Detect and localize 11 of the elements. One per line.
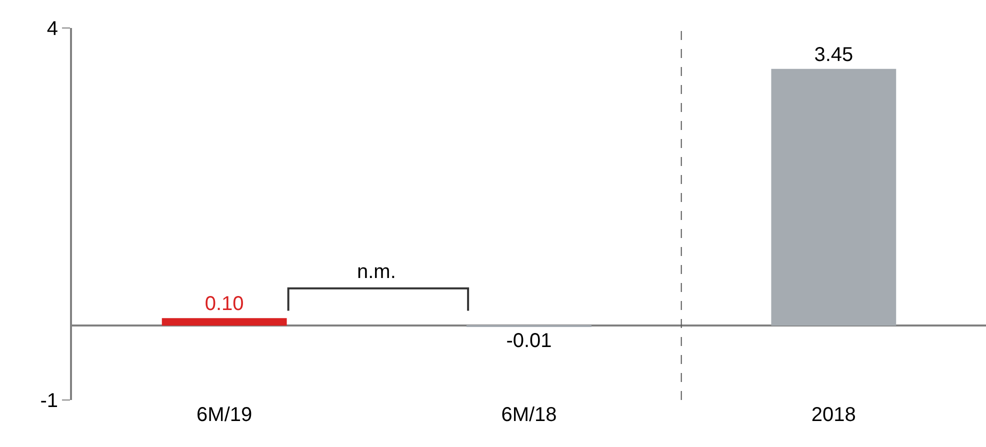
y-tick-label: 4 (46, 18, 58, 40)
x-tick-label: 6M/19 (196, 404, 252, 426)
annotation: n.m. (357, 261, 396, 283)
bar (771, 68, 896, 326)
data-label: 3.45 (814, 44, 854, 66)
y-tick-label: -1 (40, 390, 58, 412)
data-label: -0.01 (506, 330, 552, 352)
x-tick-label: 2018 (811, 404, 856, 426)
data-label: 0.10 (204, 293, 244, 316)
x-tick-label: 6M/18 (501, 404, 557, 426)
bar (162, 318, 287, 326)
